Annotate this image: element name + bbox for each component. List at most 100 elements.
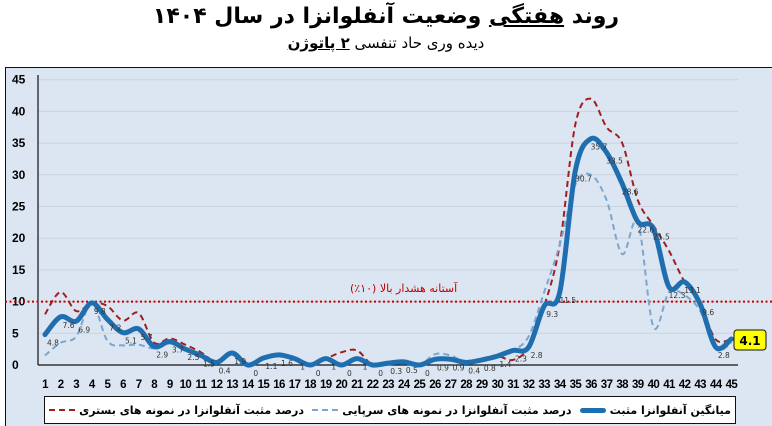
data-label: 1 bbox=[300, 363, 305, 372]
x-tick-label: 31 bbox=[507, 379, 520, 391]
x-tick-label: 18 bbox=[304, 379, 317, 391]
data-label: 5.7 bbox=[141, 333, 153, 342]
data-label: 7.2 bbox=[109, 323, 121, 332]
legend-label-inpatient: درصد مثبت آنفلوانزا در نمونه های بستری bbox=[79, 403, 304, 417]
legend-label-outpatient: درصد مثبت آنفلوانزا در نمونه های سرپایی bbox=[342, 403, 572, 417]
legend-item-outpatient: درصد مثبت آنفلوانزا در نمونه های سرپایی bbox=[312, 403, 572, 417]
data-label: 1.1 bbox=[265, 362, 277, 371]
data-label: 1 bbox=[331, 363, 336, 372]
legend: میانگین آنفلوانزا مثبت درصد مثبت آنفلوان… bbox=[44, 396, 736, 424]
data-label: 1.5 bbox=[203, 359, 215, 368]
average-series bbox=[42, 135, 734, 368]
x-tick-label: 16 bbox=[273, 379, 285, 391]
data-label: 0 bbox=[253, 369, 258, 378]
data-label: 0.4 bbox=[468, 366, 480, 375]
last-value-badge: 4.1 bbox=[733, 329, 767, 351]
x-tick-label: 44 bbox=[710, 379, 723, 391]
y-tick-label: 30 bbox=[12, 168, 26, 182]
data-label: 2.9 bbox=[156, 351, 168, 360]
data-label: 1.4 bbox=[499, 360, 511, 369]
x-tick-label: 10 bbox=[180, 379, 192, 391]
y-tick-label: 25 bbox=[12, 200, 26, 214]
x-tick-label: 7 bbox=[136, 379, 142, 391]
data-label: 5.1 bbox=[125, 337, 137, 346]
data-label: 2.8 bbox=[718, 351, 730, 360]
data-label: 0 bbox=[347, 369, 352, 378]
x-tick-label: 43 bbox=[694, 379, 706, 391]
dashed-blue-swatch-icon bbox=[312, 409, 339, 411]
x-tick-label: 39 bbox=[632, 379, 644, 391]
title-part2: هفتگی bbox=[488, 4, 565, 29]
x-axis-ticks: 1 2 3 4 5 6 7 8 9 10 11 12 13 14 15 16 17 18 19 20 21 22 23 24 2… bbox=[42, 379, 739, 391]
data-label: 12.3 bbox=[669, 291, 686, 300]
x-tick-label: 23 bbox=[382, 379, 394, 391]
x-tick-label: 17 bbox=[289, 379, 301, 391]
data-label: 30.7 bbox=[575, 174, 592, 183]
chart-subtitle: دیده وری حاد تنفسی ۲ پاتوژن bbox=[0, 33, 772, 53]
data-label: 35.7 bbox=[591, 143, 608, 152]
subtitle-part1: دیده وری حاد تنفسی bbox=[354, 34, 485, 52]
data-label: 9.3 bbox=[546, 310, 558, 319]
data-label: 28.6 bbox=[622, 188, 639, 197]
x-tick-label: 22 bbox=[367, 379, 379, 391]
x-tick-label: 13 bbox=[226, 379, 238, 391]
x-tick-label: 38 bbox=[616, 379, 629, 391]
legend-item-average: میانگین آنفلوانزا مثبت bbox=[579, 404, 731, 417]
x-tick-label: 15 bbox=[258, 379, 271, 391]
x-tick-label: 9 bbox=[167, 379, 173, 391]
y-tick-label: 35 bbox=[12, 136, 26, 150]
data-label: 0 bbox=[425, 369, 430, 378]
y-tick-label: 0 bbox=[12, 358, 19, 372]
inpatient-series bbox=[44, 97, 732, 367]
x-tick-label: 26 bbox=[429, 379, 441, 391]
y-tick-label: 5 bbox=[12, 326, 19, 340]
x-tick-label: 5 bbox=[105, 379, 112, 391]
data-labels: 4.87.6 6.99.87.25.1 5.72.93.72.51.50.41.90… bbox=[47, 143, 730, 378]
data-label: 21.5 bbox=[653, 233, 670, 242]
last-value-text: 4.1 bbox=[739, 334, 760, 348]
x-tick-label: 21 bbox=[351, 379, 364, 391]
x-tick-label: 32 bbox=[523, 379, 535, 391]
x-tick-label: 42 bbox=[679, 379, 691, 391]
x-tick-label: 34 bbox=[554, 379, 567, 391]
y-tick-label: 45 bbox=[12, 73, 26, 87]
title-part1: روند bbox=[571, 4, 620, 29]
data-label: 2.8 bbox=[531, 351, 543, 360]
data-label: 1.9 bbox=[234, 357, 246, 366]
y-tick-label: 15 bbox=[12, 263, 26, 277]
data-label: 3.7 bbox=[172, 346, 184, 355]
x-tick-label: 28 bbox=[460, 379, 473, 391]
legend-item-inpatient: درصد مثبت آنفلوانزا در نمونه های بستری bbox=[49, 404, 304, 417]
x-tick-label: 8 bbox=[151, 379, 158, 391]
data-label: 4.8 bbox=[47, 339, 59, 348]
chart-title: روند هفتگی وضعیت آنفلوانزا در سال ۱۴۰۴ bbox=[0, 2, 772, 32]
dashed-red-swatch-icon bbox=[49, 409, 76, 411]
data-label: 0.9 bbox=[437, 363, 449, 372]
x-tick-label: 3 bbox=[73, 379, 79, 391]
x-tick-label: 37 bbox=[601, 379, 613, 391]
x-tick-label: 40 bbox=[648, 379, 660, 391]
data-label: 2.3 bbox=[515, 354, 527, 363]
x-tick-label: 19 bbox=[320, 379, 332, 391]
data-label: 33.5 bbox=[606, 157, 623, 166]
x-tick-label: 11 bbox=[196, 379, 208, 391]
data-label: 13.1 bbox=[684, 286, 701, 295]
x-tick-label: 6 bbox=[120, 379, 126, 391]
x-tick-label: 2 bbox=[58, 379, 64, 391]
subtitle-part2: ۲ پاتوژن bbox=[287, 34, 350, 52]
solid-line-swatch-icon bbox=[579, 407, 606, 413]
data-label: 1.6 bbox=[281, 359, 293, 368]
data-label: 0 bbox=[316, 369, 321, 378]
x-tick-label: 27 bbox=[445, 379, 457, 391]
y-tick-label: 40 bbox=[12, 104, 26, 118]
data-label: 1 bbox=[363, 363, 368, 372]
data-label: 0 bbox=[378, 369, 383, 378]
x-tick-label: 1 bbox=[42, 379, 49, 391]
x-tick-label: 20 bbox=[336, 379, 348, 391]
x-tick-label: 35 bbox=[570, 379, 583, 391]
x-tick-label: 41 bbox=[663, 379, 676, 391]
data-label: 9.6 bbox=[702, 308, 714, 317]
x-tick-label: 36 bbox=[585, 379, 597, 391]
